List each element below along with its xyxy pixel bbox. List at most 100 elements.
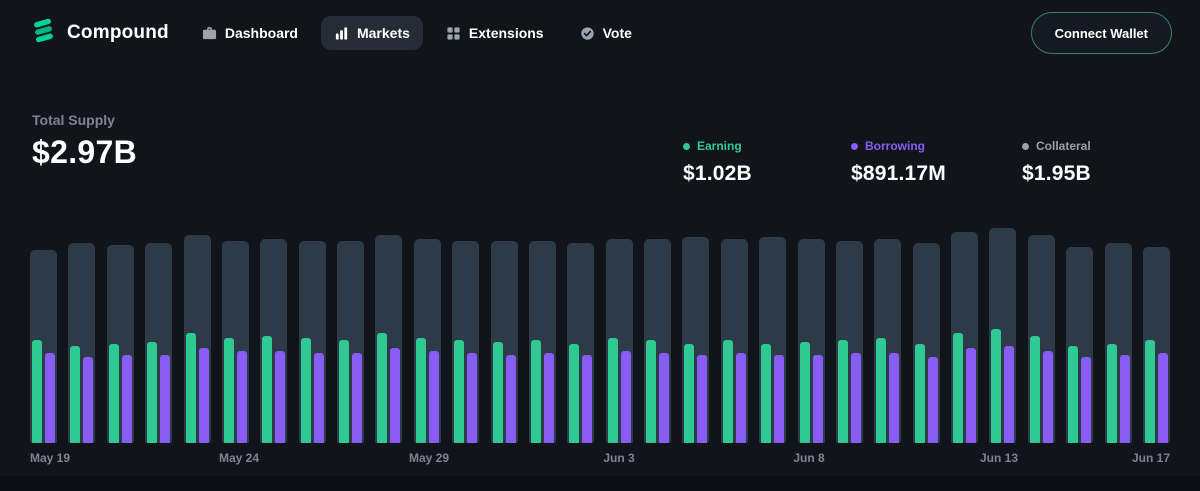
total-supply-value: $2.97B [32, 134, 137, 170]
earning-bar [70, 346, 81, 443]
borrowing-bar [889, 352, 900, 443]
borrowing-bar [1004, 346, 1015, 443]
earning-bar [1029, 335, 1040, 443]
x-tick-label: Jun 3 [603, 451, 635, 465]
chart-bar-group[interactable] [720, 228, 748, 443]
borrowing-bar [390, 348, 401, 443]
earning-bar [991, 329, 1002, 443]
nav-item-vote[interactable]: Vote [567, 16, 645, 50]
stat-label: Borrowing [865, 139, 925, 153]
borrowing-bar [313, 352, 324, 443]
chart-bar-group[interactable] [337, 228, 364, 443]
total-supply-label: Total Supply [32, 112, 115, 128]
compound-logo[interactable]: Compound [30, 17, 169, 49]
x-tick-label: May 19 [30, 451, 71, 465]
chart-bar-group[interactable] [145, 228, 173, 443]
markets-icon [334, 26, 349, 41]
earning-bar [722, 339, 733, 443]
borrowing-bar [543, 352, 554, 443]
chart-bar-group[interactable] [183, 228, 211, 443]
stat-label: Collateral [1036, 139, 1091, 153]
earning-bar [914, 344, 925, 443]
chart-bar-group[interactable] [1066, 228, 1094, 443]
chart-bar-group[interactable] [68, 228, 96, 443]
nav-label: Vote [602, 25, 632, 41]
earning-bar [454, 339, 465, 443]
compound-logo-icon [30, 17, 57, 49]
earning-bar [684, 344, 695, 443]
earning-bar [761, 344, 772, 443]
chart-bar-group[interactable] [490, 228, 518, 443]
borrowing-bar [582, 354, 593, 443]
chart-bar-group[interactable] [106, 228, 134, 443]
chart-bar-group[interactable] [260, 228, 288, 443]
brand-name: Compound [67, 22, 169, 43]
earning-bar [185, 333, 196, 443]
collateral-dot-icon [1022, 142, 1029, 150]
chart-bar-group[interactable] [1142, 228, 1170, 443]
earning-bar [300, 337, 311, 443]
chart-bar-group[interactable] [567, 228, 595, 443]
chart-bar-group[interactable] [874, 228, 902, 443]
chart-bar-group[interactable] [452, 228, 480, 443]
nav-item-markets[interactable]: Markets [320, 16, 423, 50]
stat-value: $1.02B [683, 162, 752, 185]
nav-label: Extensions [468, 25, 544, 41]
earning-bar [377, 333, 388, 443]
borrowing-bar [83, 357, 94, 443]
chart-bar-group[interactable] [759, 228, 787, 443]
nav-item-extensions[interactable]: Extensions [433, 16, 557, 50]
chart-bar-group[interactable] [375, 228, 403, 443]
borrowing-bar [966, 348, 976, 443]
earning-bar [262, 335, 273, 443]
chart-bar-group[interactable] [835, 228, 863, 443]
chart-bar-group[interactable] [298, 228, 326, 443]
borrowing-bar [812, 354, 823, 443]
chart-bar-group[interactable] [912, 228, 940, 443]
borrowing-dot-icon [851, 142, 858, 150]
borrowing-bar [160, 354, 171, 443]
chart-bar-group[interactable] [413, 228, 441, 443]
chart-bar-group[interactable] [605, 228, 633, 443]
chart-bar-group[interactable] [30, 228, 57, 443]
chart-bar-group[interactable] [528, 228, 556, 443]
borrowing-bar [352, 352, 362, 443]
chart-bar-group[interactable] [951, 228, 978, 443]
chart-bar-group[interactable] [221, 228, 249, 443]
main-nav: Dashboard Markets Extension [189, 16, 645, 50]
chart-bar-group[interactable] [1104, 228, 1132, 443]
earning-bar [223, 337, 234, 443]
earning-bar [492, 342, 503, 443]
connect-wallet-button[interactable]: Connect Wallet [1030, 12, 1172, 54]
earning-dot-icon [683, 142, 690, 150]
borrowing-bar [121, 354, 132, 443]
x-tick-label: Jun 8 [793, 451, 825, 465]
stat-collateral: Collateral $1.95B [1022, 139, 1091, 186]
earning-bar [108, 344, 119, 443]
borrowing-bar [505, 354, 516, 443]
chart-bar-group[interactable] [797, 228, 825, 443]
chart-bar-group[interactable] [682, 228, 710, 443]
nav-item-dashboard[interactable]: Dashboard [189, 16, 311, 50]
x-tick-label: Jun 13 [979, 451, 1019, 465]
stat-value: $1.95B [1022, 162, 1091, 185]
earning-bar [569, 344, 580, 443]
borrowing-bar [850, 352, 861, 443]
chart-bar-group[interactable] [989, 228, 1017, 443]
chart-bar-group[interactable] [1027, 228, 1055, 443]
earning-bar [953, 333, 963, 443]
header: Compound Dashboard Markets [0, 0, 1200, 66]
borrowing-bar [428, 350, 439, 443]
dashboard-icon [202, 26, 217, 41]
earning-bar [646, 339, 656, 443]
x-tick-label: May 24 [218, 451, 260, 465]
x-tick-label: May 29 [408, 451, 450, 465]
stat-label: Earning [697, 139, 742, 153]
earning-bar [339, 339, 349, 443]
earning-bar [607, 337, 618, 443]
chart-bar-group[interactable] [644, 228, 671, 443]
borrowing-bar [1157, 352, 1168, 443]
borrowing-bar [774, 354, 785, 443]
extensions-icon [446, 26, 461, 41]
borrowing-bar [927, 357, 938, 443]
